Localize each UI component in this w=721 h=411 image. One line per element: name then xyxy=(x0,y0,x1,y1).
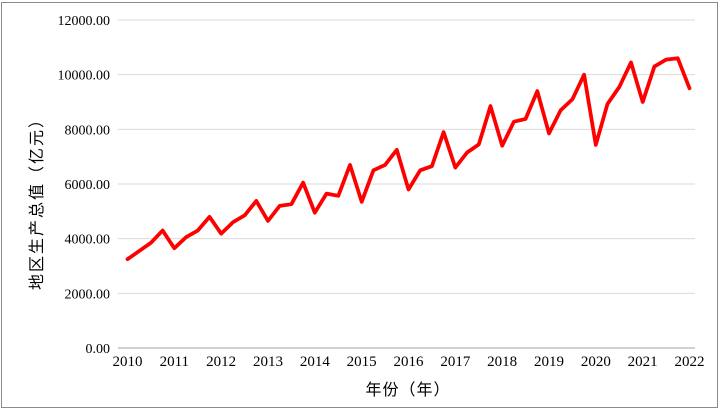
x-tick-label: 2021 xyxy=(628,354,658,370)
y-axis-title: 地区生产总值（亿元） xyxy=(29,110,46,291)
x-tick-label: 2020 xyxy=(581,354,611,370)
x-tick-label: 2013 xyxy=(253,354,283,370)
y-tick-label: 12000.00 xyxy=(58,14,111,29)
x-axis-title: 年份（年） xyxy=(365,382,451,399)
gdp-series-line xyxy=(125,56,692,262)
x-tick-label: 2014 xyxy=(300,354,331,370)
x-tick-label: 2015 xyxy=(347,354,377,370)
y-tick-label: 2000.00 xyxy=(65,287,111,302)
y-tick-label: 4000.00 xyxy=(65,233,111,248)
x-tick-label: 2022 xyxy=(675,354,705,370)
x-tick-label: 2018 xyxy=(487,354,517,370)
y-tick-label: 10000.00 xyxy=(58,69,111,84)
y-tick-label: 0.00 xyxy=(86,342,111,357)
y-tick-label: 6000.00 xyxy=(65,178,111,193)
x-tick-label: 2017 xyxy=(440,354,471,370)
x-tick-label: 2011 xyxy=(160,354,189,370)
x-tick-label: 2016 xyxy=(394,354,425,370)
y-tick-label: 8000.00 xyxy=(65,123,111,138)
x-tick-label: 2010 xyxy=(113,354,143,370)
x-tick-label: 2012 xyxy=(206,354,236,370)
x-tick-label: 2019 xyxy=(534,354,564,370)
